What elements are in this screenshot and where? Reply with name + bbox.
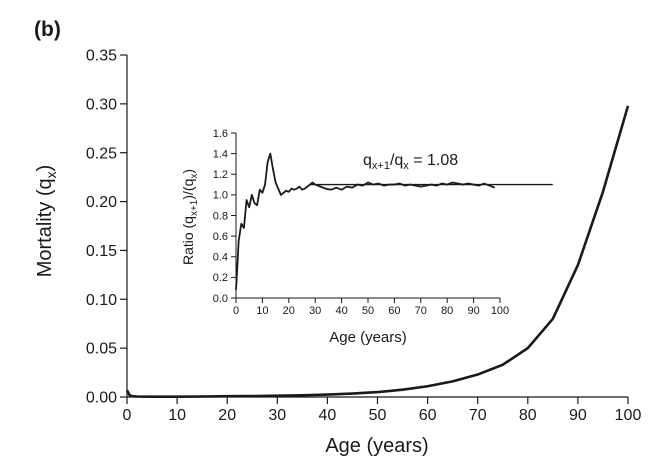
- inset-y-axis-title: Ratio (qx+1)/(qx): [180, 169, 200, 265]
- main-y-tick-label: 0.35: [86, 48, 117, 65]
- main-chart: 0.000.050.100.150.200.250.300.350 10 20 30 4…: [34, 48, 641, 457]
- main-series-line: [125, 105, 630, 399]
- inset-y-tick-label: 1.0: [213, 190, 228, 202]
- inset-annotation-value: = 1.08: [409, 152, 458, 169]
- main-x-tick-label: 10: [168, 407, 186, 424]
- inset-series-line: [235, 152, 496, 290]
- inset-y-tick-label: 1.2: [213, 169, 228, 181]
- main-axes: 0.000.050.100.150.200.250.300.350 10 20 30 4…: [86, 48, 642, 424]
- inset-x-tick-label: 70: [415, 305, 427, 317]
- inset-series: [235, 152, 553, 290]
- inset-x-tick-label: 30: [309, 305, 321, 317]
- inset-x-tick-label: 0: [233, 305, 239, 317]
- inset-y-tick-label: 0.2: [213, 272, 228, 284]
- main-x-tick-label: 0: [123, 407, 132, 424]
- main-y-axis-title-end: ): [34, 165, 56, 172]
- inset-y-tick-label: 0.0: [213, 293, 228, 305]
- main-x-tick-label: 90: [569, 407, 587, 424]
- main-y-tick-label: 0.00: [86, 390, 117, 407]
- main-x-tick-label: 20: [218, 407, 236, 424]
- main-y-axis-title-sub: x: [43, 171, 59, 178]
- inset-x-tick-label: 90: [467, 305, 479, 317]
- panel-label: (b): [34, 18, 61, 41]
- inset-x-tick-label: 20: [283, 305, 295, 317]
- main-x-tick-label: 100: [615, 407, 642, 424]
- main-x-tick-label: 70: [469, 407, 487, 424]
- inset-x-tick-label: 10: [256, 305, 268, 317]
- inset-y-title-text: Ratio (q: [180, 216, 196, 265]
- inset-y-title-end: ): [180, 169, 196, 174]
- inset-x-tick-label: 60: [388, 305, 400, 317]
- main-y-axis-title-base: Mortality (q: [34, 178, 56, 277]
- inset-axes: 0.0 0.2 0.4 0.6 0.8 1.0 1.2 1.4 1.6 0 10 20 30 40 50 60…: [213, 128, 509, 317]
- inset-x-tick-label: 100: [491, 305, 509, 317]
- main-series: [125, 105, 630, 399]
- inset-y-title-sub2: x: [189, 174, 200, 179]
- main-x-tick-label: 80: [519, 407, 537, 424]
- inset-x-tick-label: 40: [335, 305, 347, 317]
- inset-y-tick-label: 1.6: [213, 128, 228, 140]
- inset-annotation: qx+1/qx = 1.08: [363, 152, 458, 172]
- inset-x-tick-label: 80: [441, 305, 453, 317]
- main-x-tick-label: 60: [419, 407, 437, 424]
- inset-x-tick-label: 50: [362, 305, 374, 317]
- inset-annotation-sub2: x: [403, 160, 409, 172]
- inset-x-axis-title: Age (years): [329, 329, 407, 346]
- main-y-tick-label: 0.20: [86, 194, 117, 211]
- inset-annotation-slash: /q: [390, 152, 403, 169]
- main-y-tick-label: 0.30: [86, 96, 117, 113]
- inset-chart: 0.0 0.2 0.4 0.6 0.8 1.0 1.2 1.4 1.6 0 10 20 30 40 50 60…: [180, 128, 553, 346]
- inset-y-title-mid: )/(q: [180, 179, 196, 200]
- main-y-tick-label: 0.25: [86, 145, 117, 162]
- main-y-tick-label: 0.05: [86, 341, 117, 358]
- main-y-tick-label: 0.15: [86, 243, 117, 260]
- main-x-tick-label: 40: [319, 407, 337, 424]
- inset-y-tick-label: 1.4: [213, 148, 228, 160]
- main-y-tick-label: 0.10: [86, 292, 117, 309]
- inset-y-tick-label: 0.6: [213, 231, 228, 243]
- main-x-tick-label: 30: [268, 407, 286, 424]
- main-x-tick-label: 50: [369, 407, 387, 424]
- main-y-axis-title: Mortality (qx): [34, 165, 59, 278]
- inset-y-tick-label: 0.8: [213, 210, 228, 222]
- inset-annotation-q: q: [363, 152, 372, 169]
- inset-annotation-sub1: x+1: [372, 160, 390, 172]
- main-x-axis-title: Age (years): [325, 435, 428, 457]
- inset-y-tick-label: 0.4: [213, 252, 228, 264]
- inset-y-title-sub1: x+1: [189, 199, 200, 216]
